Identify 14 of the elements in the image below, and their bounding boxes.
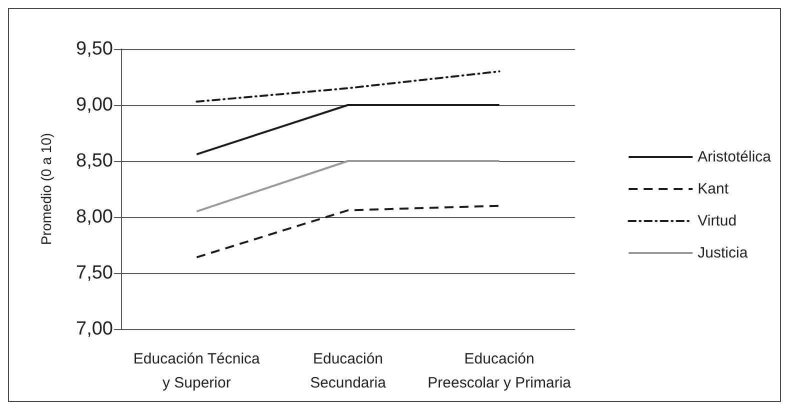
y-axis-title: Promedio (0 a 10) xyxy=(38,132,54,246)
legend-label: Virtud xyxy=(698,212,737,230)
x-tick-label: Educación Preescolar y Primaria xyxy=(428,350,572,392)
x-tick-label: Educación Técnica y Superior xyxy=(133,350,261,392)
x-tick-label: Educación Secundaria xyxy=(310,350,387,392)
y-tick-label: 9,00 xyxy=(76,94,113,116)
y-tick-label: 8,00 xyxy=(76,206,113,228)
legend-label: Kant xyxy=(698,180,730,198)
y-tick-label: 9,50 xyxy=(76,38,113,60)
y-tick-label: 8,50 xyxy=(76,150,113,172)
y-tick-label: 7,50 xyxy=(76,262,113,284)
legend-label: Aristotélica xyxy=(698,148,772,166)
y-tick-label: 7,00 xyxy=(76,318,113,340)
legend-label: Justicia xyxy=(698,244,748,262)
